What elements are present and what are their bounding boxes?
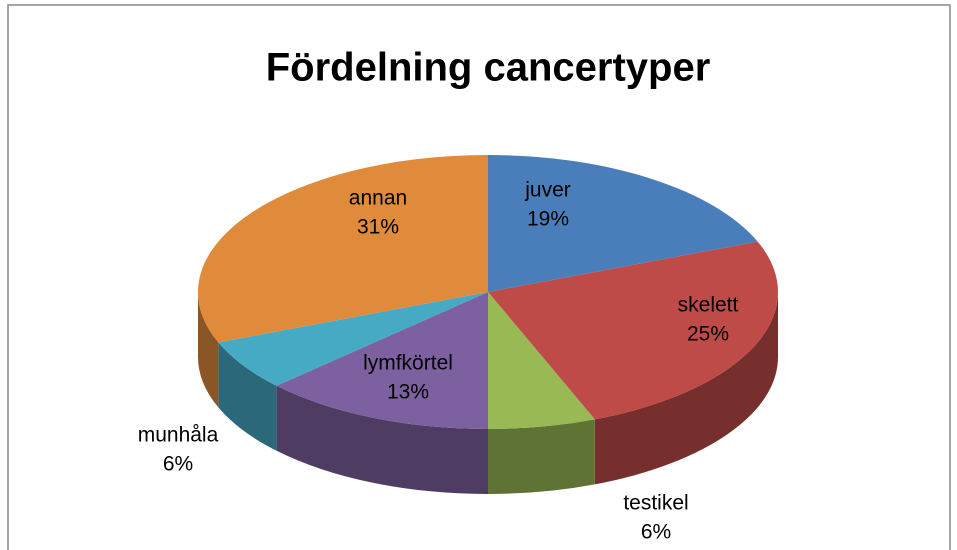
slice-value-label: 19% <box>527 208 569 231</box>
slice-value-label: 25% <box>687 323 729 346</box>
pie-side <box>594 292 778 485</box>
chart-title: Fördelning cancertyper <box>266 46 711 90</box>
slice-label: annan <box>349 187 407 210</box>
pie-side <box>198 292 219 408</box>
slice-label: munhåla <box>138 424 219 447</box>
slice-label: skelett <box>678 294 739 317</box>
pie-slice <box>198 155 489 343</box>
pie-slice <box>218 292 489 386</box>
pie-side <box>276 385 488 494</box>
pie-side <box>488 419 595 494</box>
slice-value-label: 6% <box>163 453 193 476</box>
chart-border <box>7 4 951 550</box>
pie-slice <box>276 292 488 429</box>
pie-slice <box>488 241 778 420</box>
pie-slice <box>488 292 595 429</box>
pie-side <box>218 342 277 451</box>
slice-value-label: 13% <box>387 381 429 404</box>
slice-value-label: 6% <box>641 521 671 544</box>
slice-label: lymfkörtel <box>363 352 453 375</box>
slice-label: juver <box>524 179 571 202</box>
slice-value-label: 31% <box>357 216 399 239</box>
pie-slice <box>488 155 758 292</box>
slice-label: testikel <box>623 492 688 515</box>
